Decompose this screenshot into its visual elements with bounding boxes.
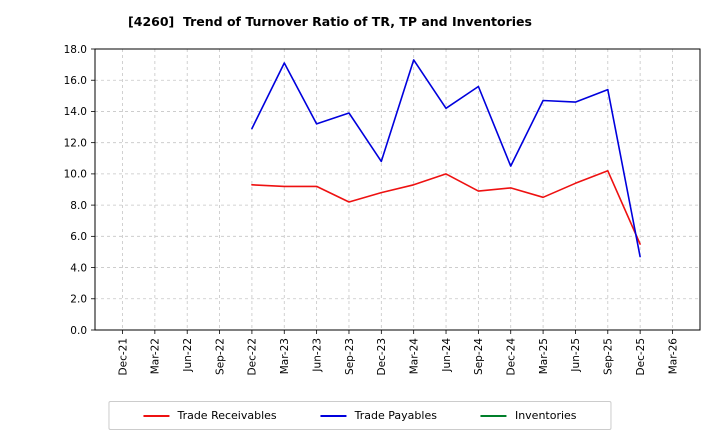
- x-tick-label: Mar-24: [409, 338, 421, 375]
- x-tick-label: Jun-24: [441, 338, 453, 373]
- series-line-trade-receivables: [251, 170, 641, 245]
- x-tick-label: Jun-23: [311, 338, 323, 373]
- x-tick-label: Sep-22: [214, 338, 226, 375]
- series-line-trade-payables: [251, 59, 641, 258]
- x-tick-label: Mar-23: [279, 338, 291, 374]
- x-tick-label: Jun-22: [182, 338, 194, 373]
- x-tick-label: Dec-25: [635, 338, 647, 375]
- x-tick-label: Sep-25: [603, 338, 615, 375]
- x-tick-label: Dec-22: [247, 338, 259, 375]
- y-tick-label: 10.0: [64, 169, 87, 181]
- legend-label-trade-payables: Trade Payables: [354, 409, 437, 422]
- y-tick-label: 4.0: [70, 262, 87, 274]
- y-tick-label: 18.0: [64, 44, 87, 56]
- x-tick-label: Mar-25: [538, 338, 550, 374]
- y-tick-label: 2.0: [70, 294, 87, 306]
- x-tick-label: Dec-23: [376, 338, 388, 375]
- legend-item-trade-payables: Trade Payables: [320, 409, 437, 422]
- legend-line-trade-receivables-icon: [143, 414, 170, 417]
- x-tick-label: Jun-25: [570, 338, 582, 373]
- x-tick-label: Dec-21: [117, 338, 129, 375]
- y-tick-label: 14.0: [64, 106, 87, 118]
- plot-border: [94, 48, 701, 331]
- y-tick-label: 12.0: [64, 137, 87, 149]
- chart-title: [4260] Trend of Turnover Ratio of TR, TP…: [128, 14, 532, 29]
- legend-line-inventories-icon: [480, 414, 507, 417]
- legend-line-trade-payables-icon: [320, 414, 347, 417]
- legend-label-trade-receivables: Trade Receivables: [177, 409, 277, 422]
- x-tick-label: Sep-23: [344, 338, 356, 375]
- x-tick-label: Mar-22: [150, 338, 162, 374]
- legend-label-inventories: Inventories: [514, 409, 577, 422]
- x-tick-label: Dec-24: [506, 338, 518, 376]
- y-tick-label: 6.0: [70, 231, 87, 243]
- legend-item-trade-receivables: Trade Receivables: [143, 409, 277, 422]
- y-tick-label: 16.0: [64, 75, 87, 87]
- y-tick-label: 0.0: [70, 325, 87, 337]
- y-tick-label: 8.0: [70, 200, 87, 212]
- x-tick-label: Sep-24: [473, 338, 485, 375]
- x-tick-label: Mar-26: [667, 338, 679, 375]
- legend: Trade Receivables Trade Payables Inventori…: [108, 401, 612, 430]
- legend-item-inventories: Inventories: [480, 409, 577, 422]
